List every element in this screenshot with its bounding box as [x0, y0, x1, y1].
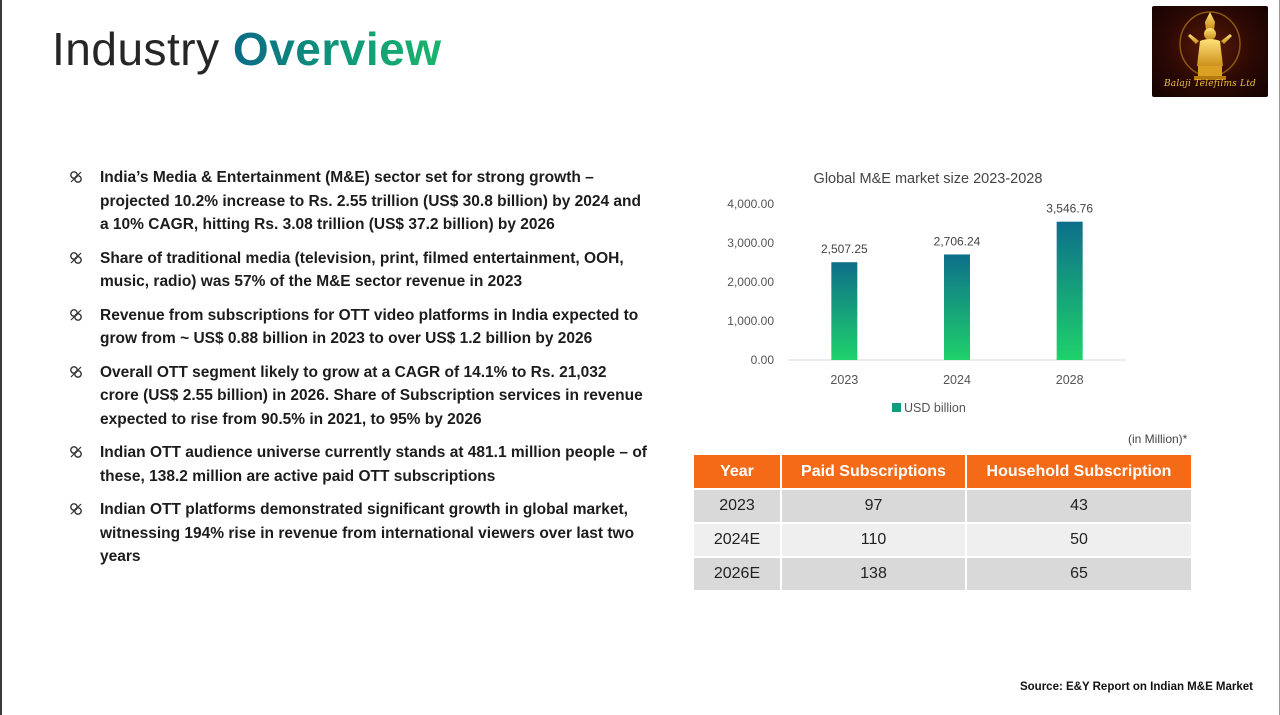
bullet-knot-icon — [70, 365, 82, 378]
logo-text: Balaji Telefilms Ltd — [1163, 79, 1257, 89]
bullet-knot-icon — [70, 251, 82, 264]
x-tick-label-2024: 2024 — [943, 373, 971, 387]
table-cell-household: 43 — [967, 490, 1191, 524]
y-tick-label: 2,000.00 — [727, 275, 774, 289]
data-label-2023: 2,507.25 — [821, 242, 868, 256]
table-cell-paid: 138 — [782, 558, 965, 592]
bullet-text: Overall OTT segment likely to grow at a … — [100, 363, 643, 428]
y-tick-label: 4,000.00 — [727, 197, 774, 211]
deity-idol-icon — [1179, 11, 1241, 80]
bullet-knot-icon — [70, 446, 82, 458]
table-unit-note: (in Million)* — [1128, 432, 1188, 446]
table-row: 2026E 138 65 — [694, 558, 1191, 592]
table-cell-household: 65 — [967, 558, 1191, 592]
data-label-2024: 2,706.24 — [934, 234, 981, 248]
y-tick-label: 1,000.00 — [727, 314, 774, 328]
bullet-knot-icon — [70, 308, 82, 321]
data-label-2028: 3,546.76 — [1046, 202, 1093, 216]
slide-left-border — [0, 0, 2, 715]
table-cell-year: 2024E — [694, 524, 780, 558]
x-tick-label-2023: 2023 — [830, 373, 858, 387]
header-household-subscription: Household Subscription — [967, 455, 1191, 490]
bullet-item: India’s Media & Entertainment (M&E) sect… — [68, 166, 648, 237]
legend-swatch — [892, 403, 901, 412]
header-year: Year — [694, 455, 780, 490]
subscriptions-table: Year Paid Subscriptions Household Subscr… — [692, 455, 1193, 592]
bar-2028 — [1056, 221, 1083, 360]
page-title-part-1: Industry — [52, 23, 233, 75]
bar-2023 — [831, 262, 858, 360]
table-cell-paid: 110 — [782, 524, 965, 558]
table-cell-year: 2023 — [694, 490, 780, 524]
bullet-text: Share of traditional media (television, … — [100, 249, 624, 291]
table-cell-paid: 97 — [782, 490, 965, 524]
bar-2024 — [944, 254, 970, 360]
y-tick-label: 3,000.00 — [727, 236, 774, 250]
bullet-item: Indian OTT platforms demonstrated signif… — [68, 498, 648, 569]
bullet-text: India’s Media & Entertainment (M&E) sect… — [100, 169, 641, 233]
header-paid-subscriptions: Paid Subscriptions — [782, 455, 965, 490]
bullet-list: India’s Media & Entertainment (M&E) sect… — [68, 166, 648, 579]
table-row: 2023 97 43 — [694, 490, 1191, 524]
y-tick-label: 0.00 — [751, 353, 775, 367]
table-cell-household: 50 — [967, 524, 1191, 558]
table-cell-year: 2026E — [694, 558, 780, 592]
bullet-item: Overall OTT segment likely to grow at a … — [68, 361, 648, 432]
table-header-row: Year Paid Subscriptions Household Subscr… — [694, 455, 1191, 490]
bullet-item: Revenue from subscriptions for OTT video… — [68, 304, 648, 351]
table-row: 2024E 110 50 — [694, 524, 1191, 558]
bullet-knot-icon — [70, 171, 82, 183]
bullet-knot-icon — [70, 503, 82, 515]
source-note: Source: E&Y Report on Indian M&E Market — [1019, 681, 1253, 693]
page-title: Industry Overview — [52, 26, 442, 72]
bullet-item: Indian OTT audience universe currently s… — [68, 441, 648, 488]
bullet-text: Revenue from subscriptions for OTT video… — [100, 306, 639, 348]
chart-title: Global M&E market size 2023-2028 — [814, 171, 1043, 187]
legend-label: USD billion — [904, 401, 966, 415]
x-tick-label-2028: 2028 — [1056, 373, 1084, 387]
bullet-item: Share of traditional media (television, … — [68, 247, 648, 294]
bullet-text: Indian OTT platforms demonstrated signif… — [100, 501, 635, 565]
company-logo: Balaji Telefilms Ltd — [1152, 6, 1268, 97]
page-title-part-2: Overview — [232, 23, 442, 75]
bullet-text: Indian OTT audience universe currently s… — [100, 444, 647, 485]
market-size-bar-chart: Global M&E market size 2023-2028 0.00 1,00… — [727, 171, 1126, 415]
